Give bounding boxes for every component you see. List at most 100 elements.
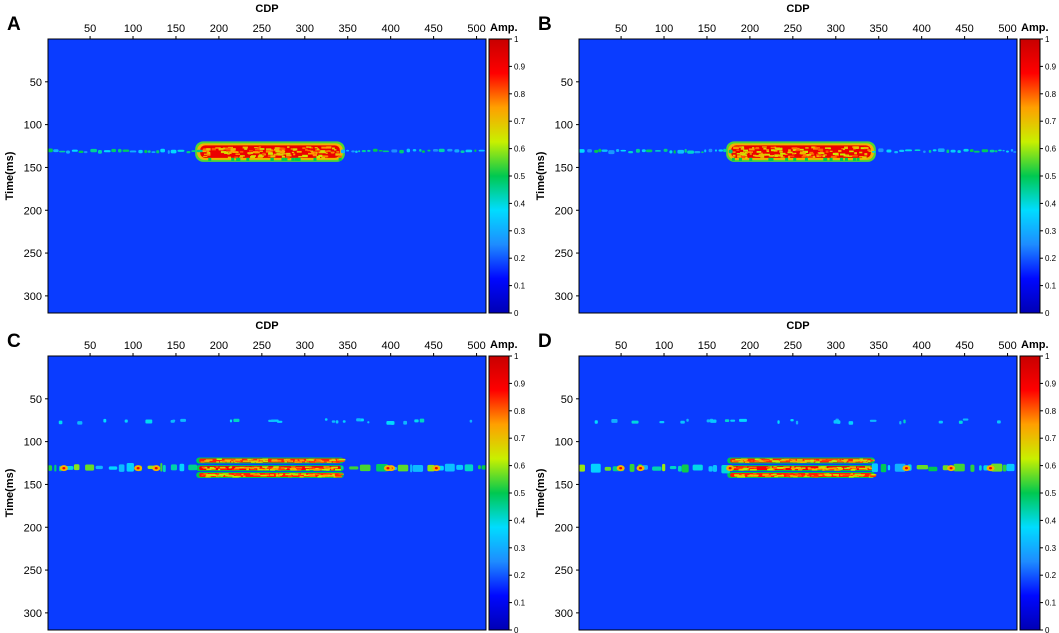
x-tick-label: 400: [912, 23, 930, 35]
colorbar-tick-label: 0.8: [514, 90, 526, 99]
heatmap-background: [579, 39, 1017, 313]
y-tick-label: 150: [24, 479, 42, 491]
colorbar-tick-label: 0.9: [1045, 62, 1057, 71]
colorbar-tick-label: 0: [514, 626, 519, 633]
event-faint-event: [594, 418, 1001, 425]
event-weak-event: [340, 463, 486, 473]
colorbar-tick-label: 0.1: [514, 599, 526, 608]
event-strong-event: [727, 457, 875, 464]
colorbar-tick-label: 0.5: [1045, 172, 1057, 181]
x-tick-label: 500: [467, 340, 485, 352]
y-tick-label: 300: [555, 291, 573, 303]
event-weak-event: [579, 148, 733, 155]
x-tick-label: 450: [424, 23, 442, 35]
heatmap-chart: 50 100 150 200 250 300 350 400 450 500 CDP 50 100 150…: [4, 320, 526, 633]
y-tick-label: 250: [24, 565, 42, 577]
colorbar-label: Amp.: [1021, 22, 1049, 34]
x-tick-label: 50: [615, 23, 627, 35]
event-weak-event: [48, 148, 203, 154]
colorbar-tick-label: 0.6: [514, 145, 526, 154]
x-tick-label: 300: [827, 340, 845, 352]
y-tick-label: 300: [24, 608, 42, 620]
x-tick-label: 100: [124, 340, 142, 352]
colorbar-tick-label: 0.3: [514, 544, 526, 553]
y-tick-label: 250: [24, 248, 42, 260]
y-axis-label: Time(ms): [4, 468, 16, 517]
colorbar-tick-label: 0.7: [1045, 117, 1057, 126]
colorbar-tick-label: 0.7: [514, 117, 526, 126]
panel-label: D: [538, 331, 552, 352]
event-weak-event: [48, 463, 198, 473]
colorbar-tick-label: 0.2: [514, 571, 526, 580]
x-tick-label: 400: [912, 340, 930, 352]
y-tick-label: 100: [555, 437, 573, 449]
colorbar-tick-label: 0.7: [514, 434, 526, 443]
x-tick-label: 250: [253, 23, 271, 35]
colorbar-tick-label: 0.2: [1045, 571, 1057, 580]
colorbar-tick-label: 0.4: [514, 199, 526, 208]
y-tick-label: 250: [555, 248, 573, 260]
colorbar-tick-label: 0.1: [1045, 599, 1057, 608]
x-tick-label: 500: [998, 340, 1016, 352]
x-tick-label: 350: [339, 23, 357, 35]
x-tick-label: 250: [784, 340, 802, 352]
y-tick-label: 300: [555, 608, 573, 620]
colorbar-tick-label: 0.9: [1045, 379, 1057, 388]
colorbar-label: Amp.: [1021, 339, 1049, 351]
y-axis-label: Time(ms): [4, 151, 16, 200]
x-tick-label: 400: [381, 23, 399, 35]
colorbar-tick-label: 0.8: [1045, 90, 1057, 99]
y-axis-label: Time(ms): [535, 151, 547, 200]
y-tick-label: 100: [24, 120, 42, 132]
x-tick-label: 150: [167, 23, 185, 35]
panel-label: B: [538, 14, 552, 35]
x-tick-label: 100: [655, 23, 673, 35]
event-strong-event: [196, 472, 344, 479]
x-tick-label: 200: [210, 23, 228, 35]
colorbar-tick-label: 0.3: [1045, 544, 1057, 553]
colorbar-tick-label: 0.6: [1045, 462, 1057, 471]
event-weak-event: [340, 148, 486, 154]
colorbar-tick-label: 0.4: [514, 516, 526, 525]
colorbar: [1019, 38, 1041, 314]
x-axis-label: CDP: [255, 3, 278, 15]
heatmap-chart: 50 100 150 200 250 300 350 400 450 500 CDP 50 100 150…: [4, 3, 526, 318]
y-tick-label: 300: [24, 291, 42, 303]
x-tick-label: 300: [296, 340, 314, 352]
x-axis-label: CDP: [786, 3, 809, 15]
colorbar-tick-label: 0.1: [514, 282, 526, 291]
y-tick-label: 100: [555, 120, 573, 132]
event-strong-event: [726, 141, 876, 162]
heatmap-background: [48, 39, 486, 313]
panel-c: 50 100 150 200 250 300 350 400 450 500 CDP 50 100 150…: [0, 317, 528, 633]
y-tick-label: 150: [555, 162, 573, 174]
x-tick-label: 300: [827, 23, 845, 35]
x-tick-label: 50: [84, 23, 96, 35]
colorbar: [1019, 355, 1041, 631]
colorbar-tick-label: 0.4: [1045, 199, 1057, 208]
event-strong-event: [196, 457, 346, 464]
x-tick-label: 500: [998, 23, 1016, 35]
x-axis-label: CDP: [786, 320, 809, 332]
event-strong-event: [196, 465, 344, 472]
heatmap-chart: 50 100 150 200 250 300 350 400 450 500 CDP 50 100 150…: [535, 3, 1057, 318]
y-tick-label: 200: [24, 522, 42, 534]
y-tick-label: 250: [555, 565, 573, 577]
y-tick-label: 200: [24, 205, 42, 217]
y-tick-label: 150: [24, 162, 42, 174]
colorbar-tick-label: 0: [1045, 626, 1050, 633]
colorbar-tick-label: 0.9: [514, 62, 526, 71]
panel-label: A: [7, 14, 21, 35]
x-tick-label: 250: [784, 23, 802, 35]
x-tick-label: 150: [698, 23, 716, 35]
panel-b: 50 100 150 200 250 300 350 400 450 500 CDP 50 100 150…: [531, 0, 1059, 318]
y-tick-label: 50: [30, 394, 42, 406]
colorbar-tick-label: 0.8: [514, 407, 526, 416]
heatmap-background: [48, 356, 486, 630]
heatmap-chart: 50 100 150 200 250 300 350 400 450 500 CDP 50 100 150…: [535, 320, 1057, 633]
colorbar: [488, 355, 510, 631]
colorbar-tick-label: 0.5: [514, 172, 526, 181]
colorbar-tick-label: 0.5: [1045, 489, 1057, 498]
x-tick-label: 450: [424, 340, 442, 352]
colorbar-tick-label: 0.8: [1045, 407, 1057, 416]
